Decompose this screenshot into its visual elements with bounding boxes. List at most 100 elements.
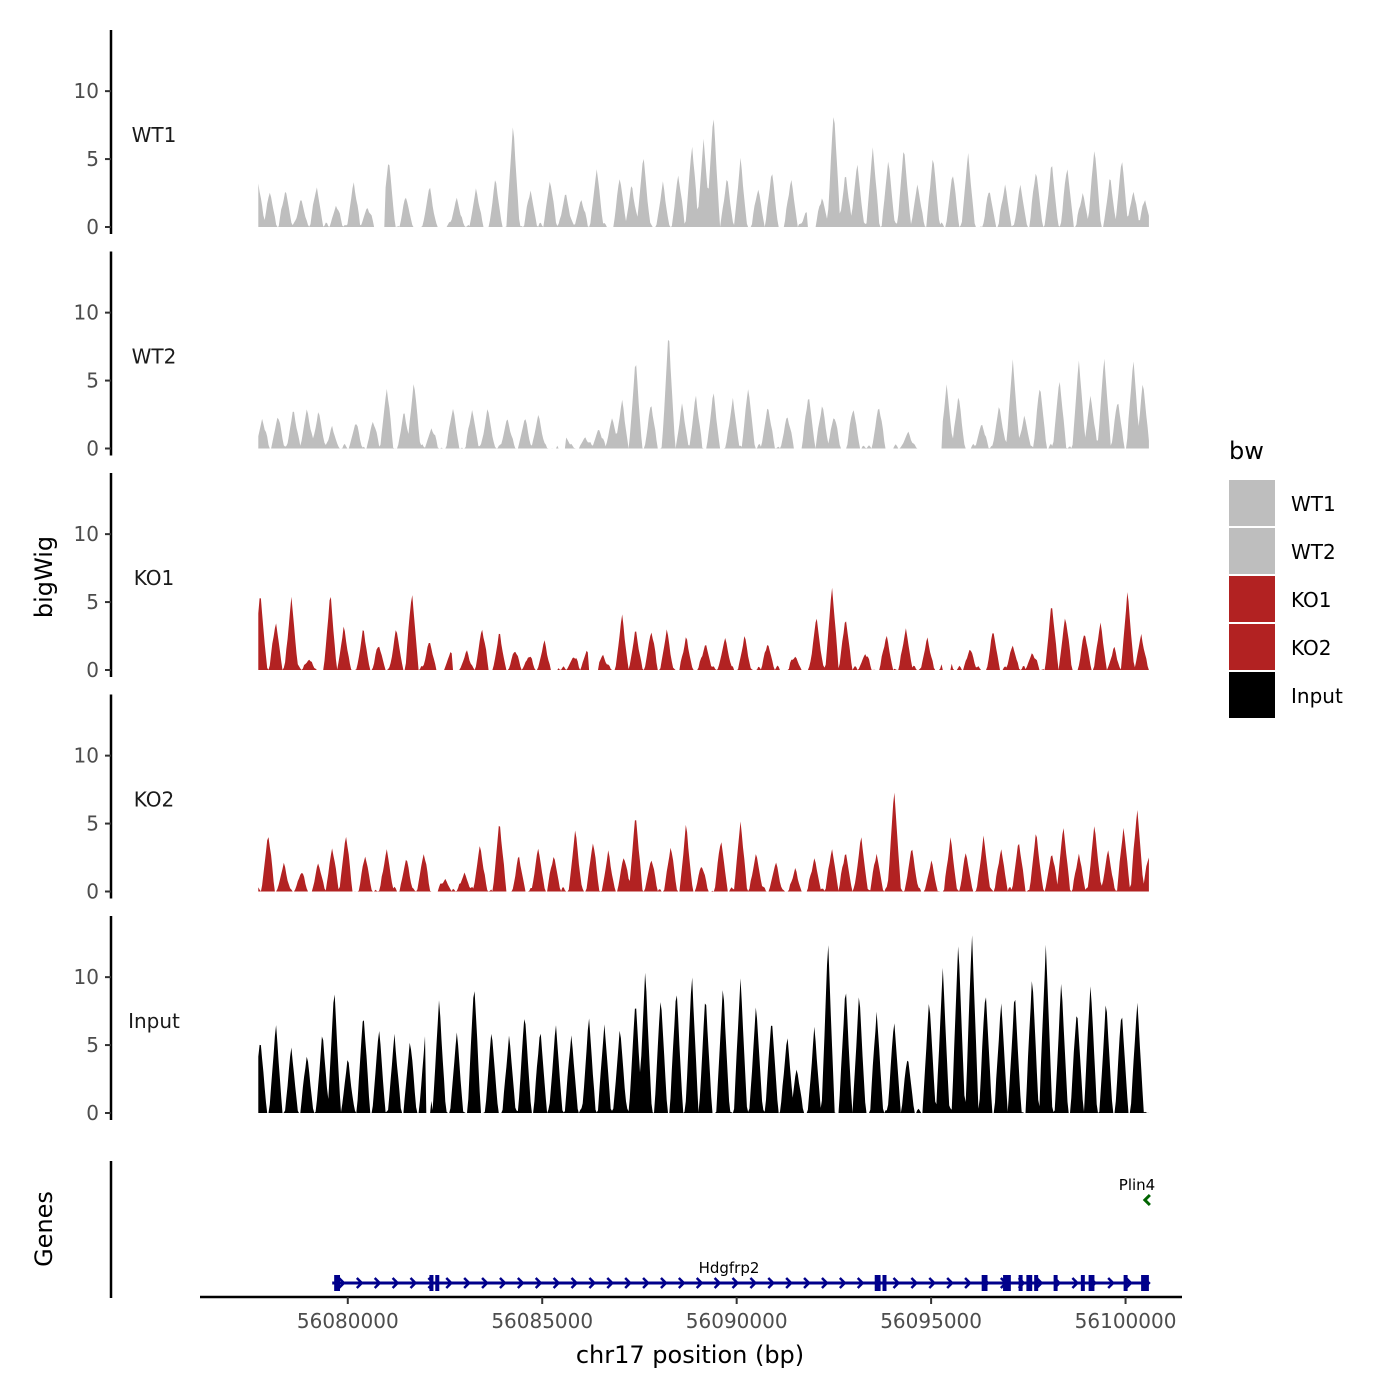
gene-exon bbox=[1088, 1275, 1095, 1291]
y-tick-label: 5 bbox=[86, 369, 99, 393]
legend: bw WT1 WT2 KO1 KO2 Input bbox=[1229, 437, 1343, 718]
strand-arrow bbox=[785, 1277, 793, 1289]
strand-arrow bbox=[552, 1277, 561, 1289]
strand-arrow bbox=[821, 1277, 829, 1289]
track-label: KO2 bbox=[134, 788, 175, 812]
strand-arrow bbox=[445, 1277, 454, 1289]
track-panel-ko2: 0 5 10 KO2 bbox=[74, 694, 1149, 904]
gene-hdgfrp2: Hdgfrp2 bbox=[332, 1259, 1151, 1291]
strand-arrow bbox=[463, 1277, 471, 1289]
gene-exon bbox=[435, 1275, 440, 1291]
coverage-area-wt1 bbox=[258, 117, 1149, 227]
legend-swatch bbox=[1229, 576, 1275, 622]
strand-arrow bbox=[338, 1277, 346, 1289]
strand-arrow bbox=[588, 1277, 597, 1289]
strand-arrow bbox=[624, 1277, 632, 1289]
legend-entries: WT1 WT2 KO1 KO2 Input bbox=[1229, 480, 1343, 718]
legend-entry-input: Input bbox=[1229, 672, 1343, 718]
strand-arrow bbox=[409, 1277, 418, 1289]
legend-entry-wt1: WT1 bbox=[1229, 480, 1336, 526]
strand-arrow bbox=[1107, 1277, 1115, 1289]
strand-arrow bbox=[767, 1277, 776, 1289]
gene-exon bbox=[1034, 1275, 1039, 1291]
x-tick-label: 56085000 bbox=[491, 1309, 593, 1333]
legend-label: Input bbox=[1291, 684, 1343, 708]
y-tick-label: 5 bbox=[86, 812, 99, 836]
strand-arrow bbox=[355, 1277, 364, 1289]
strand-arrow bbox=[1035, 1277, 1044, 1289]
x-tick-label: 56090000 bbox=[686, 1309, 788, 1333]
y-tick-label: 0 bbox=[86, 1101, 99, 1125]
track-panel-ko1: 0 5 10 KO1 bbox=[74, 473, 1149, 682]
gene-exon bbox=[1018, 1275, 1023, 1291]
strand-arrow bbox=[391, 1277, 400, 1289]
y-tick-label: 10 bbox=[74, 301, 99, 325]
track-label: Input bbox=[128, 1009, 180, 1033]
track-panel-wt2: 0 5 10 WT2 bbox=[74, 251, 1149, 461]
gene-exon bbox=[334, 1275, 340, 1291]
y-tick-label: 0 bbox=[86, 658, 99, 682]
y-tick-label: 10 bbox=[74, 522, 99, 546]
legend-swatch bbox=[1229, 672, 1275, 718]
legend-entry-wt2: WT2 bbox=[1229, 528, 1336, 574]
legend-label: KO1 bbox=[1291, 588, 1332, 612]
gene-exon bbox=[1003, 1275, 1011, 1291]
gene-exon bbox=[1053, 1275, 1058, 1291]
gene-exon bbox=[882, 1275, 887, 1291]
strand-arrow bbox=[499, 1277, 507, 1289]
y-tick-label: 0 bbox=[86, 215, 99, 239]
track-label: KO1 bbox=[134, 566, 175, 590]
legend-label: WT1 bbox=[1291, 492, 1336, 516]
track-panel-input: 0 5 10 Input bbox=[74, 916, 1149, 1125]
strand-arrow bbox=[642, 1277, 650, 1289]
legend-label: WT2 bbox=[1291, 540, 1336, 564]
strand-arrow bbox=[749, 1277, 758, 1289]
track-label: WT1 bbox=[132, 123, 177, 147]
y-tick-label: 10 bbox=[74, 79, 99, 103]
strand-arrow bbox=[606, 1277, 615, 1289]
y-tick-label: 5 bbox=[86, 590, 99, 614]
gene-exon bbox=[981, 1275, 988, 1291]
gene-models: Hdgfrp2 Plin4 bbox=[332, 1176, 1155, 1291]
strand-arrow bbox=[946, 1277, 954, 1289]
strand-arrow bbox=[660, 1277, 668, 1289]
coverage-area-ko2 bbox=[258, 792, 1149, 892]
legend-label: KO2 bbox=[1291, 636, 1332, 660]
genes-axis-title: Genes bbox=[30, 1191, 58, 1267]
legend-swatch bbox=[1229, 528, 1275, 574]
strand-arrow bbox=[534, 1277, 543, 1289]
strand-arrow bbox=[892, 1277, 901, 1289]
y-axis-title: bigWig bbox=[30, 536, 58, 618]
strand-arrow bbox=[838, 1277, 847, 1289]
strand-arrow bbox=[856, 1277, 865, 1289]
gene-exon bbox=[1123, 1275, 1128, 1291]
strand-arrow bbox=[516, 1277, 525, 1289]
y-tick-label: 10 bbox=[74, 744, 99, 768]
strand-arrow bbox=[910, 1277, 919, 1289]
strand-arrow bbox=[928, 1277, 937, 1289]
gene-exon bbox=[429, 1275, 434, 1291]
gene-label: Hdgfrp2 bbox=[699, 1259, 760, 1277]
strand-arrow bbox=[373, 1277, 382, 1289]
strand-arrow bbox=[677, 1277, 686, 1289]
gene-exon bbox=[1080, 1275, 1085, 1291]
legend-swatch bbox=[1229, 624, 1275, 670]
track-label: WT2 bbox=[132, 345, 177, 369]
strand-arrow bbox=[570, 1277, 579, 1289]
strand-arrow bbox=[803, 1277, 811, 1289]
legend-entry-ko2: KO2 bbox=[1229, 624, 1332, 670]
gene-exon bbox=[874, 1275, 881, 1291]
y-tick-label: 0 bbox=[86, 880, 99, 904]
legend-entry-ko1: KO1 bbox=[1229, 576, 1332, 622]
y-tick-label: 5 bbox=[86, 147, 99, 171]
x-axis-ticks: 56080000 56085000 56090000 56095000 56100000 bbox=[297, 1297, 1177, 1333]
gene-label: Plin4 bbox=[1119, 1176, 1155, 1194]
genes-panel: Genes Hdgfrp2 Plin4 bbox=[30, 1161, 1155, 1298]
y-tick-label: 5 bbox=[86, 1033, 99, 1057]
track-panel-wt1: 0 5 10 WT1 bbox=[74, 30, 1149, 239]
gene-exon bbox=[1141, 1275, 1149, 1291]
x-tick-label: 56100000 bbox=[1075, 1309, 1177, 1333]
strand-arrow bbox=[695, 1277, 704, 1289]
strand-arrow bbox=[713, 1277, 722, 1289]
